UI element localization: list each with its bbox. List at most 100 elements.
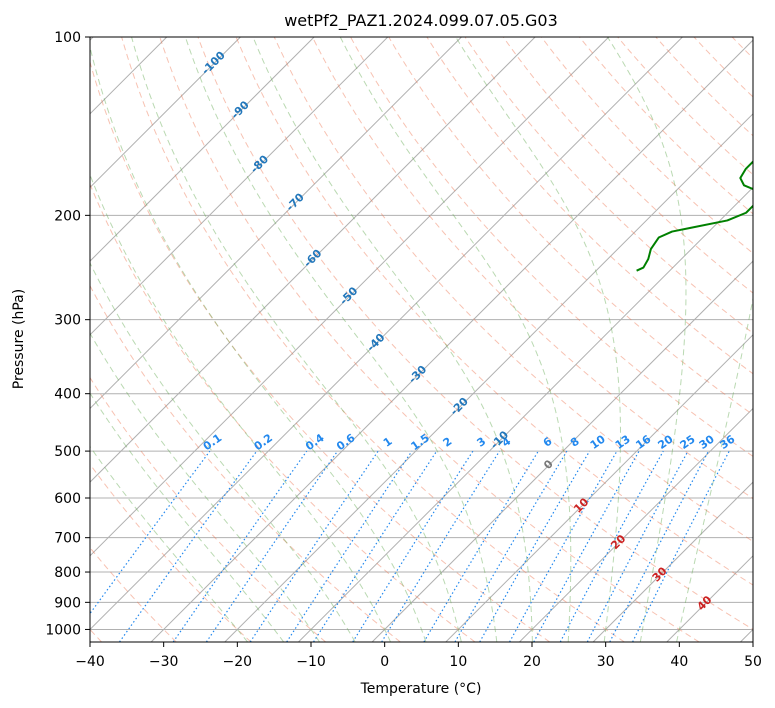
dry-adiabat-line: [350, 37, 753, 457]
dry-adiabat-line: [90, 284, 401, 642]
y-axis-label: Pressure (hPa): [11, 289, 27, 389]
isotherm-label: -80: [248, 152, 271, 175]
mixing-ratio-label: 8: [568, 435, 582, 450]
isotherm-line: [445, 334, 753, 642]
x-tick-label: 10: [449, 654, 467, 670]
moist-adiabat-line: [455, 37, 622, 642]
axes: −40 −30 −20 −10 0 10 20 30 40 5010020030040050060…: [45, 30, 762, 670]
dry-adiabat-line: [693, 37, 753, 98]
profile-line: [636, 160, 753, 272]
x-tick-label: 40: [670, 654, 688, 670]
isotherm-line: [90, 37, 241, 189]
mixing-ratio-line: [509, 450, 618, 642]
x-tick-label: 20: [523, 654, 541, 670]
isotherm-label: -30: [406, 363, 429, 386]
mixing-ratio-label: 16: [633, 432, 653, 452]
isotherm-label: -60: [301, 246, 324, 269]
mixing-ratio-label: 0.6: [334, 431, 358, 453]
mixing-ratio-label: 3: [475, 435, 489, 450]
y-tick-label: 800: [54, 565, 81, 581]
x-tick-label: −30: [149, 654, 179, 670]
y-tick-label: 700: [54, 531, 81, 547]
dry-adiabat-line: [617, 37, 753, 176]
dry-adiabat-line: [464, 37, 753, 334]
mixing-ratio-label: 1: [381, 435, 395, 450]
dry-adiabat-line: [770, 37, 775, 642]
mixing-ratio-label: 0.2: [252, 431, 275, 453]
isotherm-line: [592, 481, 753, 642]
dry-adiabat-line: [159, 37, 700, 642]
isotherm-line: [90, 37, 536, 483]
isotherm-label: -70: [284, 190, 307, 213]
mixing-ratio-line: [249, 450, 379, 642]
mixing-ratio-label: 30: [697, 432, 717, 452]
mixing-ratio-label: 6: [541, 435, 555, 450]
mixing-ratio-label: 2: [441, 435, 455, 450]
y-tick-label: 900: [54, 595, 81, 611]
mixing-ratio-line: [286, 450, 413, 642]
mixing-ratio-line: [119, 450, 258, 642]
moist-adiabat-line: [90, 45, 427, 642]
isotherm-line: [90, 37, 389, 336]
dry-adiabat-line: [388, 37, 753, 416]
isotherm-label: 20: [608, 532, 628, 552]
dry-adiabat-line: [540, 37, 753, 254]
x-tick-label: 30: [597, 654, 615, 670]
y-tick-label: 400: [54, 387, 81, 403]
mixing-ratio-line: [479, 450, 591, 642]
mixing-ratio-line: [533, 450, 640, 642]
mixing-ratio-line: [313, 450, 438, 642]
dry-adiabat-line: [197, 37, 753, 631]
mixing-ratio-label: 1.5: [409, 431, 432, 453]
isotherm-line: [519, 407, 753, 642]
profile-line: [758, 37, 775, 271]
mixing-ratio-label: 0.1: [201, 431, 224, 453]
isotherm-label: -90: [229, 98, 252, 121]
x-tick-label: 0: [380, 654, 389, 670]
y-tick-label: 600: [54, 491, 81, 507]
isotherm-line: [90, 37, 610, 557]
isotherm-line: [224, 113, 753, 642]
dry-adiabat-line: [90, 376, 326, 642]
dry-adiabat-line: [311, 37, 753, 500]
dry-adiabat-line: [502, 37, 753, 294]
plot-area: [90, 37, 775, 642]
dry-adiabat-line: [655, 37, 753, 137]
isotherm-line: [666, 555, 753, 642]
mixing-ratio-line: [205, 450, 339, 642]
x-axis-label: Temperature (°C): [360, 681, 482, 697]
isotherm-line: [740, 628, 753, 642]
line-labels: 0.1 0.2 0.4 0.6 1 1.5 2 3 4 6 8 10 13 16 20 25 30 36-100-…: [199, 48, 738, 613]
chart-title: wetPf2_PAZ1.2024.099.07.05.G03: [284, 11, 558, 31]
mixing-ratio-line: [586, 450, 689, 642]
x-tick-label: −10: [296, 654, 326, 670]
moist-adiabat-line: [676, 295, 753, 642]
mixing-ratio-label: 25: [678, 433, 698, 452]
mixing-ratio-line: [172, 450, 308, 642]
y-tick-label: 100: [54, 30, 81, 46]
y-tick-label: 1000: [45, 622, 81, 638]
mixing-ratio-line: [381, 450, 500, 642]
isotherm-line: [90, 37, 683, 631]
moist-adiabat-line: [607, 37, 687, 642]
mixing-ratio-line: [559, 450, 664, 642]
isotherm-line: [371, 260, 753, 642]
dry-adiabat-line: [90, 60, 551, 642]
moist-adiabat-line: [90, 392, 285, 642]
moist-adiabat-line: [90, 173, 392, 642]
moist-adiabat-line: [90, 261, 356, 642]
isotherm-label: 0: [541, 457, 556, 472]
isotherm-label: -20: [448, 395, 471, 418]
moist-adiabat-line: [184, 37, 498, 642]
x-tick-label: 50: [744, 654, 762, 670]
dry-adiabat-line: [121, 37, 625, 642]
plot-frame: [89, 36, 754, 643]
isotherm-label: 40: [695, 593, 715, 613]
isotherm-label: 30: [650, 564, 670, 584]
moist-adiabat-line: [339, 37, 572, 642]
mixing-ratio-label: 13: [613, 433, 633, 452]
mixing-ratio-line: [90, 450, 211, 615]
mixing-ratio-line: [454, 450, 568, 642]
